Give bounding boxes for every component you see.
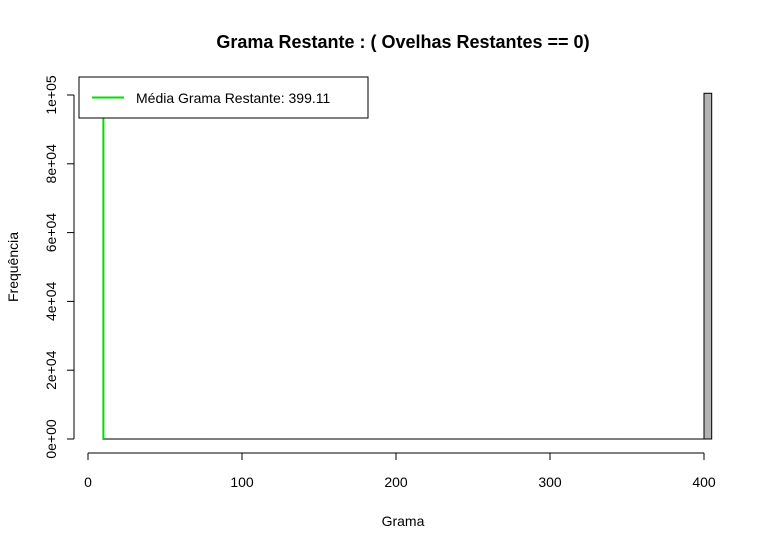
x-tick-label: 100 [230,474,254,490]
y-axis-label: Frequência [5,232,21,302]
chart-title: Grama Restante : ( Ovelhas Restantes == … [216,32,589,52]
legend-box [78,76,369,119]
y-tick-label: 0e+00 [43,419,59,459]
x-axis-label: Grama [382,513,425,529]
y-axis: 0e+00 2e+04 4e+04 6e+04 8e+04 1e+05 [43,75,75,459]
y-tick-label: 8e+04 [43,144,59,184]
y-tick-label: 1e+05 [43,75,59,115]
x-axis: 0 100 200 300 400 [84,452,716,490]
histogram-bars [102,92,713,440]
y-tick-label: 4e+04 [43,282,59,322]
x-tick-label: 300 [538,474,562,490]
x-tick-label: 400 [692,474,716,490]
histogram-bar [703,92,713,440]
x-tick-label: 0 [84,474,92,490]
y-tick-label: 2e+04 [43,350,59,390]
x-tick-label: 200 [384,474,408,490]
y-tick-label: 6e+04 [43,213,59,253]
legend-label: Média Grama Restante: 399.11 [136,90,331,106]
legend: Média Grama Restante: 399.11 [78,76,369,119]
